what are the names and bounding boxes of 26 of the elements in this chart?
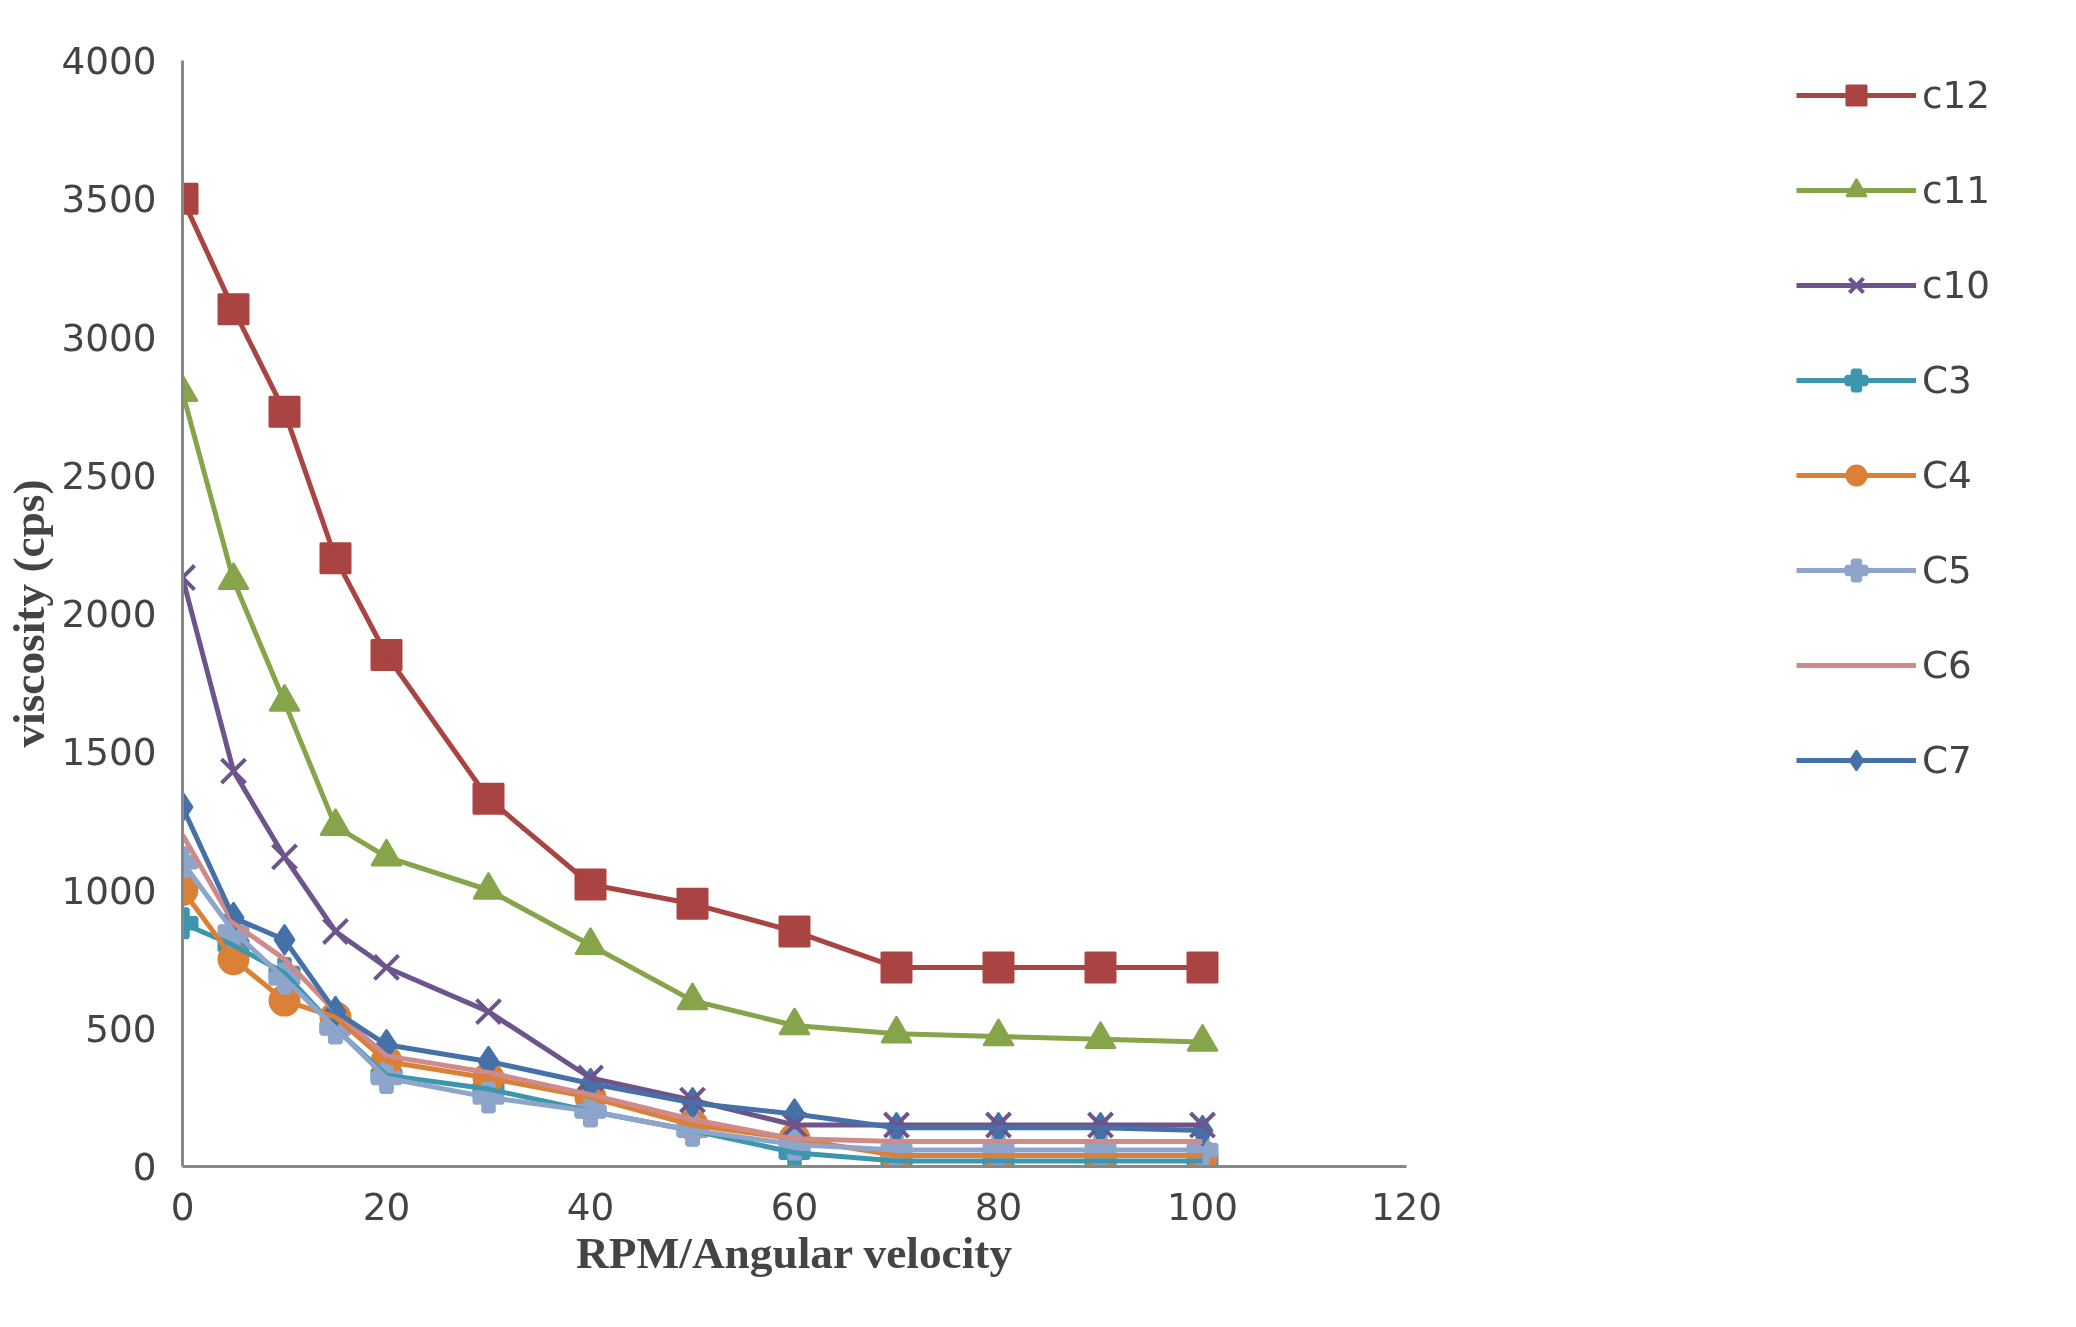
x-tick-label: 40 [566, 1184, 615, 1229]
legend-label: C6 [1921, 643, 1972, 687]
legend-label: c10 [1921, 263, 1990, 307]
y-tick-label: 1500 [61, 730, 157, 775]
legend-label: C7 [1921, 738, 1972, 782]
x-axis-title: RPM/Angular velocity [576, 1227, 1013, 1278]
y-tick-label: 2000 [61, 592, 157, 636]
x-tick-label: 100 [1166, 1184, 1239, 1229]
x-tick-label: 60 [770, 1184, 819, 1229]
legend-label: c12 [1921, 73, 1990, 117]
y-tick-label: 4000 [61, 39, 157, 83]
y-tick-label: 2500 [61, 453, 157, 498]
legend-label: C4 [1921, 453, 1972, 497]
legend-label: c11 [1921, 168, 1990, 212]
x-tick-label: 120 [1370, 1184, 1443, 1229]
y-tick-label: 0 [132, 1145, 157, 1189]
x-tick-label: 80 [974, 1184, 1023, 1229]
x-tick-label: 20 [362, 1184, 411, 1229]
y-tick-label: 3000 [61, 315, 157, 360]
y-tick-label: 500 [85, 1006, 157, 1051]
x-tick-label: 0 [170, 1184, 195, 1229]
y-tick-label: 3500 [61, 177, 157, 222]
legend-label: C3 [1921, 358, 1972, 402]
y-axis-title: viscosity (cps) [3, 479, 54, 748]
y-tick-label: 1000 [61, 868, 157, 913]
legend-label: C5 [1921, 548, 1972, 592]
